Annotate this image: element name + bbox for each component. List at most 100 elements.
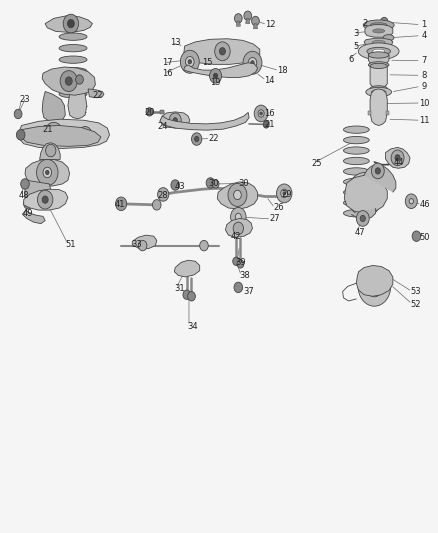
Circle shape [234,282,243,293]
Ellipse shape [343,147,369,154]
Ellipse shape [371,90,386,94]
Text: 20: 20 [144,108,155,117]
Text: 24: 24 [157,122,168,131]
Circle shape [276,184,292,203]
Ellipse shape [373,49,385,53]
Polygon shape [357,265,393,296]
Polygon shape [217,182,258,209]
Polygon shape [184,52,195,69]
Circle shape [194,136,199,142]
Polygon shape [68,72,87,119]
Circle shape [24,199,32,209]
Ellipse shape [59,68,87,75]
Text: 29: 29 [282,190,292,199]
Circle shape [244,11,251,20]
Circle shape [209,69,222,83]
Text: 16: 16 [265,109,275,118]
Ellipse shape [343,199,369,206]
Circle shape [146,108,153,116]
Polygon shape [370,66,387,88]
Circle shape [228,183,247,206]
Circle shape [37,190,53,209]
Text: 1: 1 [421,20,427,29]
Circle shape [263,121,269,128]
Text: 31: 31 [174,284,185,293]
Polygon shape [385,148,410,168]
Circle shape [248,58,257,68]
Text: 42: 42 [231,232,241,241]
Text: 10: 10 [419,99,429,108]
Circle shape [254,105,268,122]
Circle shape [395,155,400,161]
Text: 30: 30 [239,179,249,188]
Text: 52: 52 [410,300,421,309]
Text: 12: 12 [265,20,276,29]
Text: 6: 6 [349,55,354,64]
Polygon shape [246,19,250,23]
Ellipse shape [368,62,389,68]
Circle shape [233,222,244,235]
Circle shape [356,183,374,206]
Polygon shape [160,110,164,114]
Polygon shape [370,89,387,125]
Text: 19: 19 [210,78,221,87]
Polygon shape [351,208,376,220]
Text: 8: 8 [421,71,427,80]
Circle shape [186,56,194,67]
Circle shape [158,188,169,201]
Ellipse shape [343,168,369,175]
Text: 30: 30 [208,179,219,188]
Ellipse shape [59,45,87,52]
Circle shape [187,292,195,301]
Ellipse shape [370,86,387,91]
Text: 39: 39 [235,258,246,267]
Text: 5: 5 [354,42,359,51]
Polygon shape [174,260,200,277]
Ellipse shape [59,33,87,41]
Polygon shape [25,159,70,186]
Polygon shape [184,63,258,77]
Text: 2: 2 [362,19,367,28]
Ellipse shape [383,35,394,41]
Ellipse shape [343,178,369,185]
Polygon shape [132,235,157,249]
Ellipse shape [373,29,385,33]
Polygon shape [368,111,371,115]
Polygon shape [88,89,104,98]
Circle shape [21,179,29,189]
Text: 16: 16 [162,69,173,78]
Text: 14: 14 [265,76,275,85]
Circle shape [366,276,383,297]
Ellipse shape [59,56,87,63]
Circle shape [371,163,384,179]
Polygon shape [22,210,45,224]
Circle shape [235,213,241,221]
Text: 50: 50 [419,233,429,243]
Polygon shape [42,92,65,123]
Circle shape [251,17,259,26]
Text: 21: 21 [265,120,275,129]
Ellipse shape [59,79,87,86]
Text: 15: 15 [202,58,212,67]
Text: 17: 17 [162,58,173,67]
Ellipse shape [368,52,389,58]
Polygon shape [45,16,92,33]
Polygon shape [253,23,258,29]
Text: 13: 13 [170,38,180,47]
Circle shape [67,19,74,28]
Circle shape [357,211,369,227]
Ellipse shape [370,22,387,28]
Polygon shape [248,52,260,71]
Ellipse shape [343,157,369,165]
Text: 9: 9 [421,82,427,91]
Circle shape [169,113,181,127]
Circle shape [206,177,215,188]
Circle shape [180,50,199,73]
Text: 37: 37 [243,287,254,296]
Text: 7: 7 [421,56,427,65]
Polygon shape [368,55,389,65]
Text: 46: 46 [420,200,431,209]
Polygon shape [160,112,249,130]
Circle shape [60,71,78,92]
Circle shape [65,77,72,85]
